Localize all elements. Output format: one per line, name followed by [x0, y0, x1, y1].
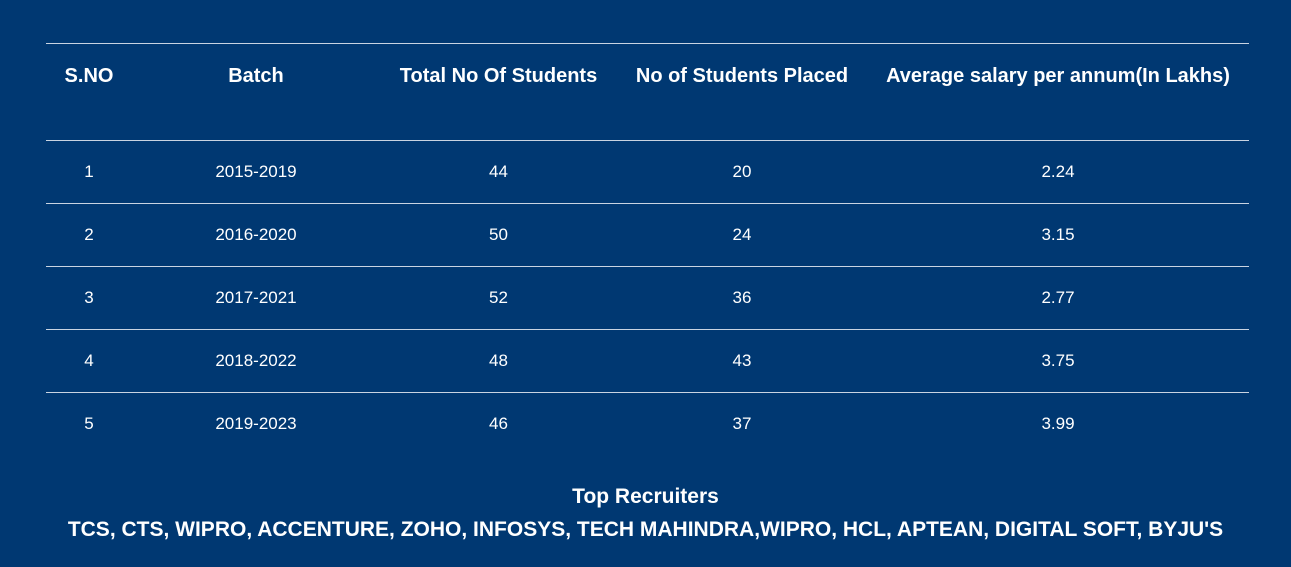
table-body: 1 2015-2019 44 20 2.24 2 2016-2020 50 24…: [46, 140, 1249, 456]
cell-sno: 5: [84, 414, 94, 433]
cell-total-students: 50: [380, 203, 617, 267]
cell-batch: 2017-2021: [132, 266, 380, 330]
header-batch: Batch: [132, 43, 380, 141]
cell-average-salary: 3.15: [867, 203, 1249, 267]
table-row: 1 2015-2019 44 20 2.24: [46, 140, 1249, 204]
cell-total-students: 48: [380, 329, 617, 393]
placement-table-container: S.NO Batch Total No Of Students No of St…: [46, 43, 1249, 455]
header-row: S.NO Batch Total No Of Students No of St…: [46, 43, 1249, 141]
cell-batch: 2016-2020: [132, 203, 380, 267]
table-row: 3 2017-2021 52 36 2.77: [46, 266, 1249, 330]
cell-batch: 2018-2022: [132, 329, 380, 393]
table-row: 5 2019-2023 46 37 3.99: [46, 393, 1249, 456]
header-total-students: Total No Of Students: [380, 43, 617, 141]
cell-total-students: 46: [489, 414, 508, 433]
cell-students-placed: 37: [732, 414, 752, 433]
cell-average-salary: 3.75: [867, 329, 1249, 393]
cell-students-placed: 20: [617, 140, 867, 204]
header-sno: S.NO: [46, 43, 132, 141]
cell-total-students: 52: [380, 266, 617, 330]
cell-batch: 2015-2019: [132, 140, 380, 204]
cell-sno: 4: [46, 329, 132, 393]
table-row: 2 2016-2020 50 24 3.15: [46, 203, 1249, 267]
cell-average-salary: 2.77: [867, 266, 1249, 330]
table-row: 4 2018-2022 48 43 3.75: [46, 329, 1249, 393]
table-header: S.NO Batch Total No Of Students No of St…: [46, 43, 1249, 141]
cell-sno: 1: [46, 140, 132, 204]
cell-average-salary: 3.99: [1041, 414, 1075, 433]
cell-sno: 2: [46, 203, 132, 267]
cell-students-placed: 43: [617, 329, 867, 393]
top-recruiters-section: Top Recruiters TCS, CTS, WIPRO, ACCENTUR…: [0, 481, 1291, 547]
cell-students-placed: 36: [617, 266, 867, 330]
header-students-placed: No of Students Placed: [617, 43, 867, 141]
top-recruiters-list: TCS, CTS, WIPRO, ACCENTURE, ZOHO, INFOSY…: [67, 518, 1224, 541]
header-average-salary: Average salary per annum(In Lakhs): [867, 43, 1249, 141]
cell-average-salary: 2.24: [867, 140, 1249, 204]
cell-total-students: 44: [380, 140, 617, 204]
cell-batch: 2019-2023: [215, 414, 297, 433]
top-recruiters-title: Top Recruiters: [572, 485, 719, 508]
cell-sno: 3: [46, 266, 132, 330]
placement-table: S.NO Batch Total No Of Students No of St…: [46, 43, 1249, 455]
cell-students-placed: 24: [617, 203, 867, 267]
